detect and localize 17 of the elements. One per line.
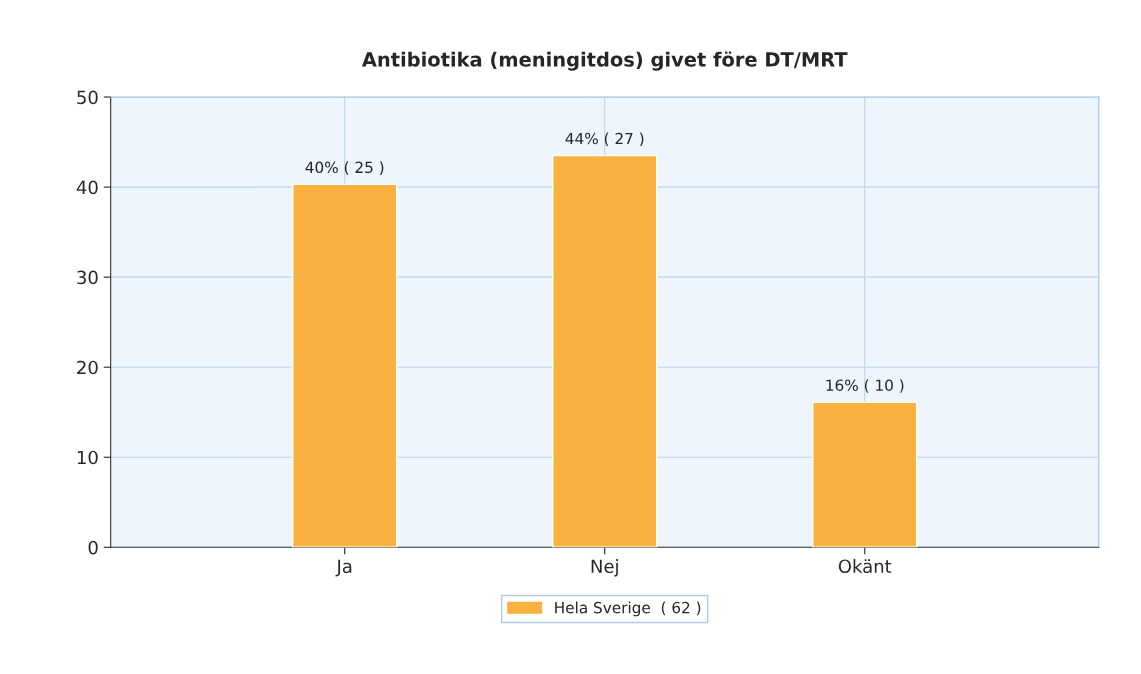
y-tick-label: 40 <box>76 180 98 195</box>
x-tick-label: Nej <box>591 559 618 577</box>
y-tick-label: 0 <box>88 540 98 555</box>
x-tick-label: Ja <box>335 559 352 577</box>
bar <box>552 154 658 548</box>
data-label: 40% ( 25 ) <box>305 161 384 175</box>
chart-title: Antibiotika (meningitdos) givet före DT/MRT <box>361 51 848 71</box>
x-tick-label: Okänt <box>838 559 892 574</box>
data-label: 44% ( 27 ) <box>565 132 644 147</box>
y-tick-label: 10 <box>77 450 98 465</box>
bar <box>812 401 918 548</box>
data-label: 16% ( 10 ) <box>826 379 904 393</box>
y-tick-label: 50 <box>77 90 98 105</box>
bar <box>292 183 398 548</box>
legend-label: Hela Sverige ( 62 ) <box>555 601 701 617</box>
y-tick-label: 30 <box>77 270 98 285</box>
y-tick-label: 20 <box>77 360 98 375</box>
